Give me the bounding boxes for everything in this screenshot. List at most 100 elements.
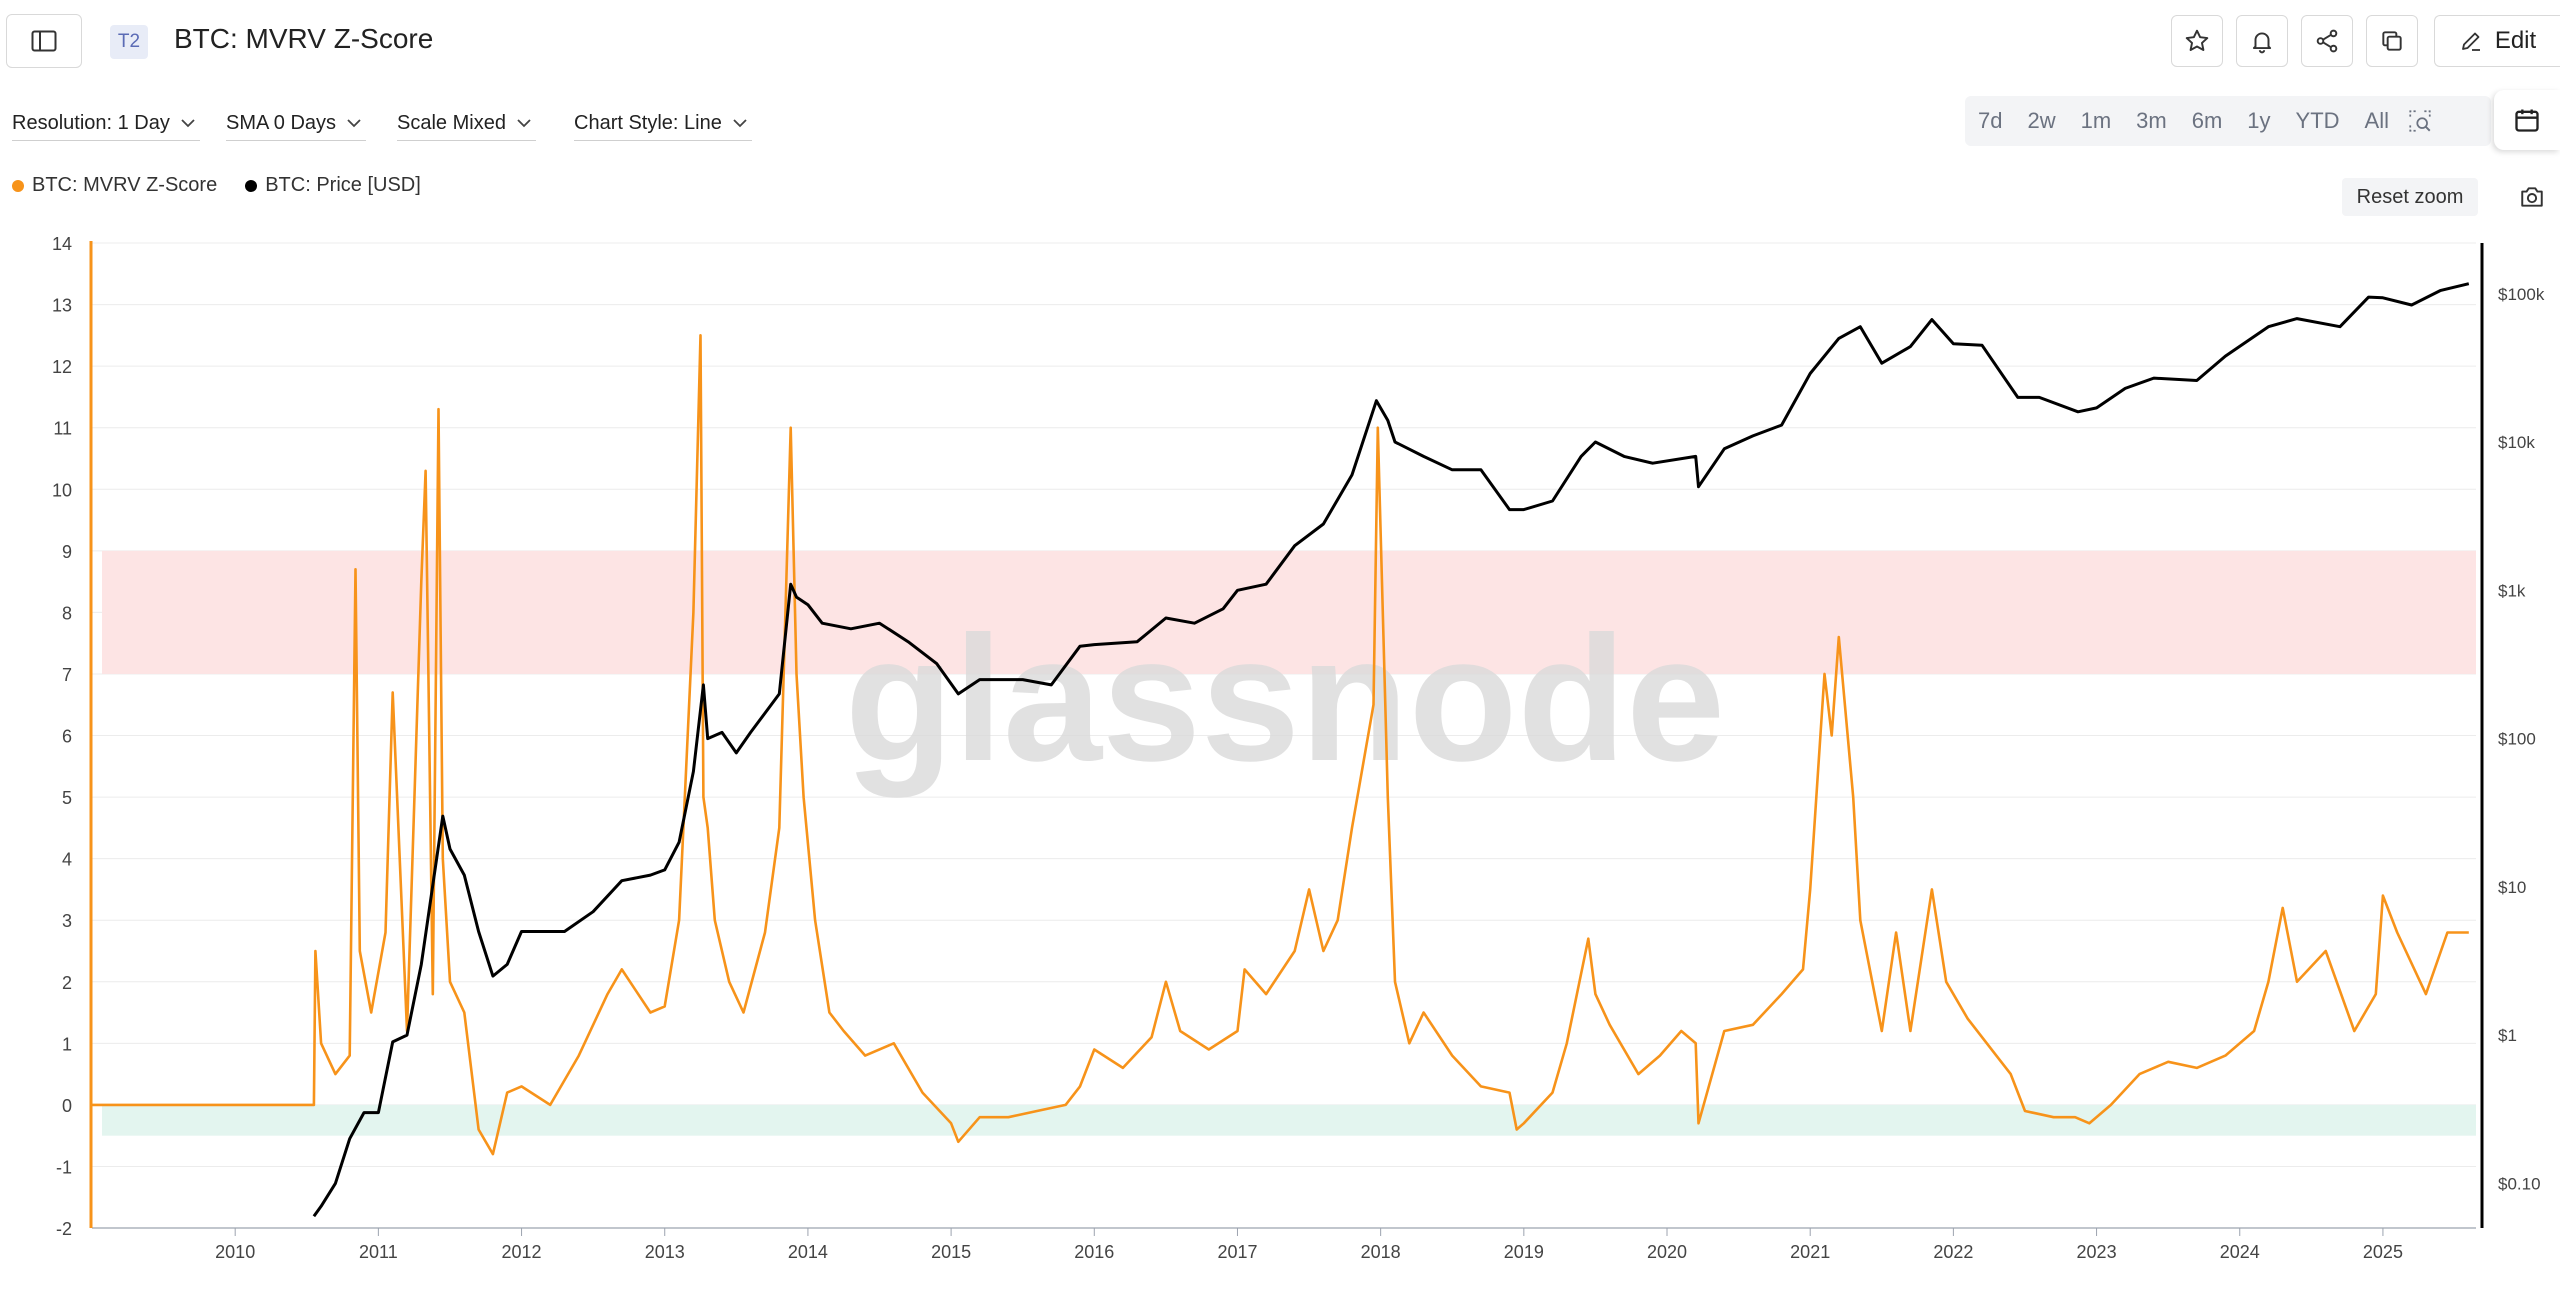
y-left-tick-label: 6 [62,727,72,747]
y-left-tick-label: 3 [62,911,72,931]
calendar-icon [2515,109,2539,132]
x-tick-label: 2022 [1933,1242,1973,1262]
legend-dot-zscore [12,179,24,192]
y-right-tick-label: $10k [2498,433,2535,452]
range-all[interactable]: All [2364,108,2389,133]
screenshot-button[interactable] [2516,182,2548,212]
y-right-tick-label: $10 [2498,878,2526,897]
chevron-down-icon [733,119,747,128]
x-tick-label: 2021 [1790,1242,1830,1262]
duplicate-button[interactable] [2366,15,2418,67]
y-left-tick-label: 0 [62,1096,72,1116]
sma-label: SMA 0 Days [226,111,337,134]
sma-select[interactable]: SMA 0 Days [226,106,367,141]
x-tick-label: 2014 [788,1242,828,1262]
y-left-tick-label: 11 [53,419,72,439]
reset-zoom-button[interactable]: Reset zoom [2342,178,2478,216]
axes [89,241,2484,1236]
sidebar-toggle-icon [31,30,57,52]
tier-badge: T2 [110,25,148,59]
y-right-tick-label: $0.10 [2498,1174,2541,1193]
x-tick-label: 2016 [1074,1242,1114,1262]
star-icon [2185,29,2209,51]
sidebar-toggle-button[interactable] [6,14,82,68]
x-tick-label: 2023 [2077,1242,2117,1262]
y-right-tick-label: $1k [2498,581,2526,600]
favorite-button[interactable] [2171,15,2223,67]
resolution-select[interactable]: Resolution: 1 Day [12,106,200,141]
camera-icon [2521,187,2543,207]
range-ytd[interactable]: YTD [2295,108,2340,133]
x-tick-label: 2012 [502,1242,542,1262]
y-left-tick-label: 9 [62,542,72,562]
edit-label: Edit [2494,27,2537,54]
x-tick-label: 2024 [2220,1242,2260,1262]
price-series-line [312,282,2470,1218]
chevron-down-icon [517,119,531,128]
range-7d[interactable]: 7d [1978,108,2003,133]
y-left-tick-label: 2 [62,973,72,993]
y-left-tick-label: 5 [62,788,72,808]
zone-bands [102,550,2476,1136]
undervalued-band [102,1104,2476,1136]
range-2w[interactable]: 2w [2027,108,2056,133]
y-left-tick-label: 12 [52,357,72,377]
page-title: BTC: MVRV Z-Score [174,23,434,54]
range-1y[interactable]: 1y [2247,108,2271,133]
y-right-tick-label: $100k [2498,285,2545,304]
y-left-tick-label: 4 [62,850,72,870]
legend-label-zscore: BTC: MVRV Z-Score [32,174,218,196]
legend-item-price[interactable]: BTC: Price [USD] [245,174,421,197]
share-icon [2316,29,2338,53]
scale-select[interactable]: Scale Mixed [397,106,536,141]
copy-icon [2382,31,2402,51]
legend-item-zscore[interactable]: BTC: MVRV Z-Score [12,174,217,197]
x-tick-label: 2013 [645,1242,685,1262]
series-lines [92,282,2470,1218]
range-6m[interactable]: 6m [2191,108,2223,133]
y-left-tick-label: 10 [52,480,72,500]
edit-button[interactable]: Edit [2434,15,2560,67]
chart-style-select[interactable]: Chart Style: Line [574,106,752,141]
x-tick-label: 2020 [1647,1242,1687,1262]
top-bar: T2 BTC: MVRV Z-Score Edit [0,0,2560,84]
share-button[interactable] [2301,15,2353,67]
alert-button[interactable] [2236,15,2288,67]
chart-legend: BTC: MVRV Z-Score BTC: Price [USD] [12,174,421,197]
bell-icon [2252,32,2272,54]
x-tick-label: 2015 [931,1242,971,1262]
x-tick-label: 2017 [1217,1242,1257,1262]
y-left-tick-label: 14 [52,234,72,254]
x-tick-label: 2010 [215,1242,255,1262]
resolution-label: Resolution: 1 Day [12,111,170,134]
y-right-tick-label: $1 [2498,1026,2517,1045]
x-tick-label: 2019 [1504,1242,1544,1262]
y-left-tick-label: 7 [62,665,72,685]
zoom-select-icon[interactable] [2407,108,2433,134]
range-1m[interactable]: 1m [2080,108,2112,133]
overvalued-band [102,550,2476,674]
chevron-down-icon [347,119,361,128]
legend-label-price: BTC: Price [USD] [265,174,421,196]
pencil-icon [2461,32,2480,51]
zscore-series-line [92,334,2469,1156]
chevron-down-icon [181,119,195,128]
scale-label: Scale Mixed [397,111,506,134]
legend-dot-price [245,179,258,192]
y-left-tick-label: -1 [56,1157,72,1177]
chart-style-label: Chart Style: Line [574,111,722,134]
y-left-tick-label: 13 [52,296,72,316]
y-right-tick-label: $100 [2498,730,2536,749]
calendar-button[interactable] [2494,90,2560,150]
time-range-group: 7d 2w 1m 3m 6m 1y YTD All [1965,96,2491,146]
range-3m[interactable]: 3m [2136,108,2167,133]
y-left-tick-label: 8 [62,603,72,623]
x-tick-label: 2011 [359,1242,398,1262]
x-tick-label: 2018 [1361,1242,1401,1262]
y-left-tick-label: 1 [62,1034,72,1054]
x-tick-label: 2025 [2363,1242,2403,1262]
watermark: glassnode [845,599,1725,798]
y-left-tick-label: -2 [56,1219,72,1239]
